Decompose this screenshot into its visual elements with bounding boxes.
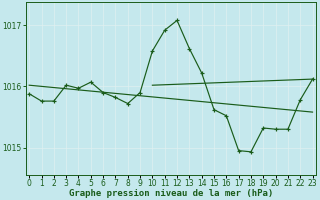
X-axis label: Graphe pression niveau de la mer (hPa): Graphe pression niveau de la mer (hPa) xyxy=(69,189,273,198)
